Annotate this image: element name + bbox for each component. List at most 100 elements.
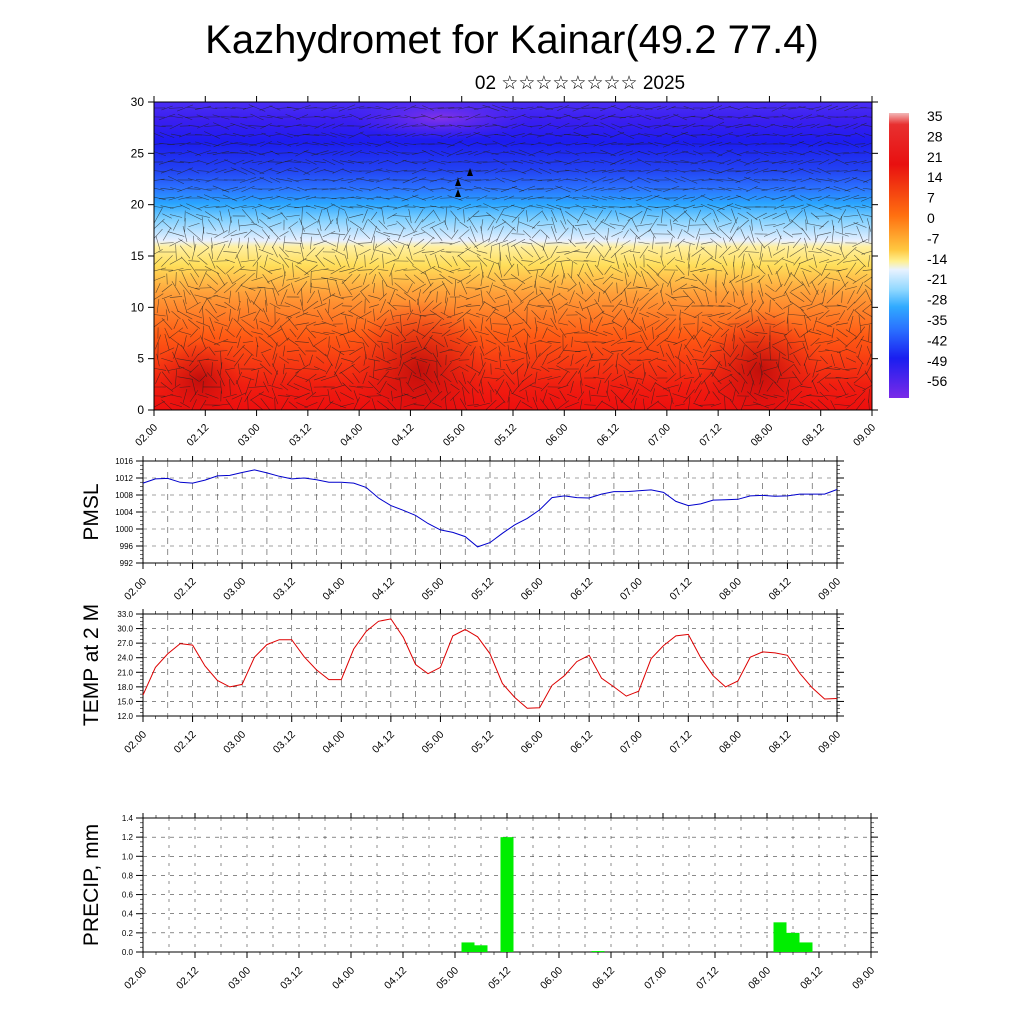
y-axis-label: PMSL (80, 483, 103, 540)
x-tick-label: 05.00 (441, 422, 468, 449)
x-tick-label: 09.00 (851, 422, 878, 449)
y-tick-label: 5 (137, 352, 144, 366)
y-tick-label: 18.0 (117, 683, 133, 692)
x-tick-label: 03.12 (287, 422, 314, 449)
colorbar-label: 28 (927, 128, 943, 144)
y-tick-label: 33.0 (117, 610, 133, 619)
x-tick-label: 07.00 (618, 576, 645, 603)
y-tick-label: 992 (120, 559, 134, 568)
x-tick-label: 04.12 (389, 422, 416, 449)
y-tick-label: 1004 (115, 508, 133, 517)
x-tick-label: 04.00 (320, 576, 347, 603)
x-tick-label: 02.12 (184, 422, 211, 449)
x-tick-label: 06.12 (568, 729, 595, 756)
x-tick-label: 03.00 (221, 729, 248, 756)
x-tick-label: 02.12 (172, 576, 199, 603)
x-tick-label: 04.12 (370, 729, 397, 756)
x-tick-label: 04.00 (320, 729, 347, 756)
x-tick-label: 06.00 (519, 576, 546, 603)
x-tick-label: 05.12 (469, 729, 496, 756)
wind-flag-icon (455, 189, 461, 197)
colorbar-label: 7 (927, 190, 935, 206)
colorbar-label: -42 (927, 332, 947, 348)
x-tick-label: 06.12 (590, 965, 617, 992)
x-tick-label: 06.00 (538, 965, 565, 992)
chart-title: Kazhydromet for Kainar(49.2 77.4) (205, 18, 819, 62)
x-tick-label: 02.00 (122, 965, 149, 992)
y-tick-label: 0.0 (122, 948, 134, 957)
wind-vectors (154, 104, 872, 410)
colorbar-label: -49 (927, 353, 947, 369)
pmsl-panel: 1016 1012 1008 1004 1000 996 992 02.00 02.12 03.0… (80, 456, 844, 603)
x-tick-label: 07.12 (667, 576, 694, 603)
y-tick-label: 30 (131, 95, 145, 109)
x-tick-label: 05.12 (469, 576, 496, 603)
y-tick-label: 1.2 (122, 833, 134, 842)
x-tick-label: 02.12 (172, 729, 199, 756)
y-tick-label: 996 (120, 542, 134, 551)
colorbar-label: 35 (927, 108, 943, 124)
y-tick-label: 0.8 (122, 871, 134, 880)
x-tick-label: 05.12 (486, 965, 513, 992)
x-tick-label: 09.00 (850, 965, 877, 992)
precip-bar (474, 945, 488, 952)
y-tick-label: 30.0 (117, 625, 133, 634)
y-tick-label: 1016 (115, 457, 133, 466)
colorbar-label: 0 (927, 210, 935, 226)
y-tick-label: 1012 (115, 474, 133, 483)
y-tick-label: 20 (131, 198, 145, 212)
y-tick-label: 0 (137, 403, 144, 417)
y-tick-label: 1008 (115, 491, 133, 500)
colorbar-label: -7 (927, 230, 940, 246)
precip-bar (786, 932, 800, 952)
x-tick-label: 05.12 (492, 422, 519, 449)
x-tick-label: 06.12 (568, 576, 595, 603)
wind-flag-icon (455, 178, 461, 186)
x-tick-label: 04.00 (330, 965, 357, 992)
x-tick-label: 03.12 (278, 965, 305, 992)
x-tick-label: 08.00 (717, 576, 744, 603)
x-tick-label: 05.00 (434, 965, 461, 992)
colorbar-label: -21 (927, 271, 947, 287)
x-tick-label: 02.00 (133, 422, 160, 449)
heatmap-panel: 0 5 10 15 20 25 30 02.00 02.12 03.00 03.12 04.00 04.… (131, 95, 879, 449)
precip-bar (500, 837, 514, 952)
precip-bar (773, 922, 787, 952)
x-tick-label: 09.00 (816, 729, 843, 756)
x-tick-label: 07.12 (694, 965, 721, 992)
colorbar-label: -56 (927, 373, 947, 389)
temp-panel: 33.0 30.0 27.0 24.0 21.0 18.0 15.0 12.0 02.00 02.… (80, 604, 844, 756)
x-tick-label: 06.12 (595, 422, 622, 449)
x-tick-label: 03.00 (226, 965, 253, 992)
heat-core (155, 340, 245, 410)
x-tick-label: 09.00 (816, 576, 843, 603)
wind-flag-icon (467, 168, 473, 176)
colorbar-strip (889, 113, 909, 398)
y-axis-label: TEMP at 2 M (80, 604, 103, 726)
colorbar: 35 28 21 14 7 0 -7 -14 -21 -28 -35 -42 -49 -56 (889, 108, 947, 398)
x-tick-label: 02.00 (122, 729, 149, 756)
x-tick-label: 07.00 (646, 422, 673, 449)
y-tick-label: 15.0 (117, 697, 133, 706)
y-tick-label: 25 (131, 146, 145, 160)
x-tick-label: 06.00 (543, 422, 570, 449)
x-tick-label: 08.12 (800, 422, 827, 449)
x-tick-label: 05.00 (419, 729, 446, 756)
y-tick-label: 0.4 (122, 910, 134, 919)
colorbar-label: -28 (927, 292, 947, 308)
x-tick-label: 03.12 (271, 729, 298, 756)
x-tick-label: 06.00 (519, 729, 546, 756)
heat-core (700, 310, 820, 410)
x-tick-label: 04.00 (338, 422, 365, 449)
x-tick-label: 03.00 (236, 422, 263, 449)
x-tick-label: 07.12 (697, 422, 724, 449)
x-tick-label: 08.12 (766, 576, 793, 603)
y-tick-label: 0.2 (122, 929, 134, 938)
cold-core (350, 102, 530, 140)
y-tick-label: 1.4 (122, 814, 134, 823)
x-tick-label: 03.12 (271, 576, 298, 603)
chart-subtitle: 02 ☆☆☆☆☆☆☆☆ 2025 (474, 73, 686, 94)
colorbar-label: 21 (927, 149, 943, 165)
y-tick-label: 12.0 (117, 712, 133, 721)
